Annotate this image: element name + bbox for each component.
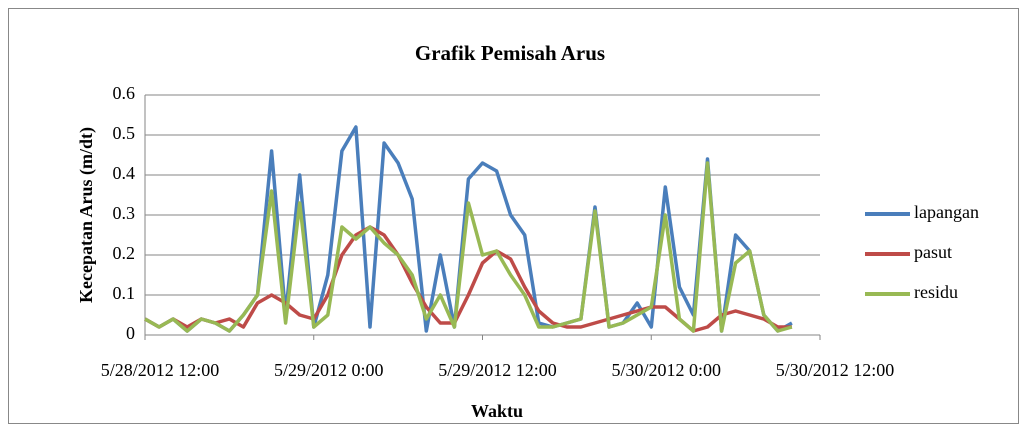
chart-border	[8, 8, 1019, 424]
x-tick-label: 5/30/2012 12:00	[776, 360, 895, 380]
data-line	[144, 161, 793, 333]
chart-title: Grafik Pemisah Arus	[415, 41, 605, 65]
x-axis-label: Waktu	[471, 401, 523, 421]
y-tick-label: 0.6	[113, 83, 136, 103]
legend-label: pasut	[914, 242, 952, 262]
y-tick-label: 0.3	[113, 203, 136, 223]
y-axis-label: Kecepatan Arus (m/dt)	[76, 127, 97, 303]
y-tick-label: 0	[126, 323, 135, 343]
legend-label: residu	[914, 282, 958, 302]
x-tick-label: 5/29/2012 12:00	[438, 360, 557, 380]
y-tick-label: 0.1	[113, 283, 136, 303]
x-tick-label: 5/29/2012 0:00	[274, 360, 384, 380]
y-tick-label: 0.4	[113, 163, 136, 183]
legend-label: lapangan	[914, 202, 979, 222]
x-tick-label: 5/30/2012 0:00	[611, 360, 721, 380]
y-tick-label: 0.5	[113, 123, 136, 143]
y-tick-label: 0.2	[113, 243, 136, 263]
x-tick-label: 5/28/2012 12:00	[101, 360, 220, 380]
